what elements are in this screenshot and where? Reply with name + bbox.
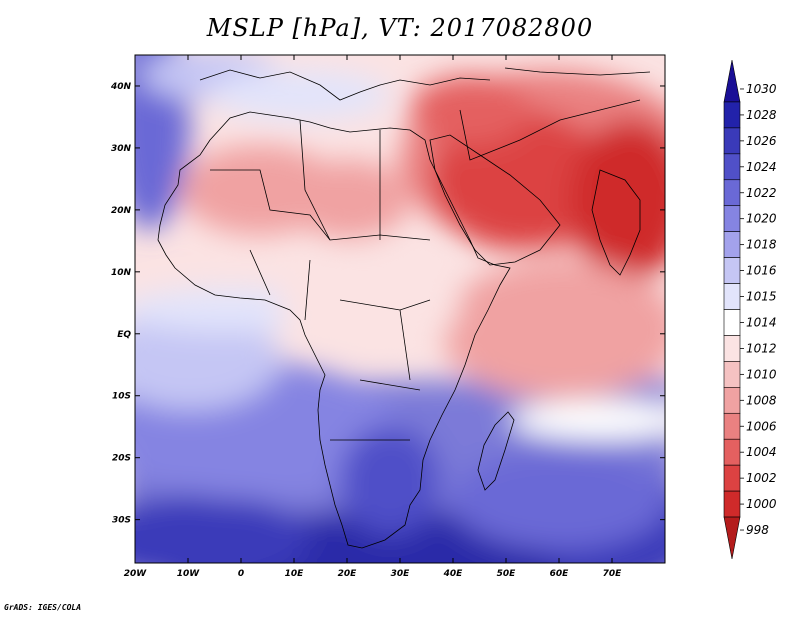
lon-tick-label: 40E bbox=[443, 569, 464, 579]
colorbar-label: 1010 bbox=[746, 367, 777, 381]
lat-tick-label: 10N bbox=[111, 268, 132, 278]
colorbar-label: 1026 bbox=[746, 134, 777, 148]
colorbar-label: 1020 bbox=[746, 212, 777, 226]
colorbar-label: 1008 bbox=[746, 393, 777, 407]
pressure-field bbox=[135, 55, 665, 563]
colorbar-label: 998 bbox=[746, 523, 769, 537]
colorbar-label: 1022 bbox=[746, 186, 777, 200]
lon-tick-label: 0 bbox=[238, 569, 244, 579]
colorbar-swatch bbox=[723, 309, 741, 336]
lon-tick-label: 60E bbox=[550, 569, 570, 579]
lon-tick-label: 20E bbox=[338, 569, 358, 579]
lat-tick-label: 30N bbox=[111, 144, 132, 154]
colorbar-swatch bbox=[723, 438, 741, 466]
colorbar-swatch bbox=[723, 387, 741, 414]
map-title: MSLP [hPa], VT: 2017082800 bbox=[206, 14, 594, 42]
lon-tick-label: 20W bbox=[124, 569, 148, 579]
colorbar-swatch bbox=[723, 179, 741, 207]
credit-text: GrADS: IGES/COLA bbox=[4, 603, 82, 612]
colorbar-swatch bbox=[723, 231, 741, 258]
colorbar-label: 1015 bbox=[746, 290, 777, 304]
lon-tick-label: 10E bbox=[285, 569, 305, 579]
colorbar-swatch bbox=[723, 127, 741, 155]
colorbar-label: 1030 bbox=[746, 82, 777, 96]
lat-tick-label: EQ bbox=[117, 330, 131, 340]
colorbar-label: 1004 bbox=[746, 445, 777, 459]
coastline-outlines bbox=[157, 67, 651, 549]
colorbar-label: 1006 bbox=[746, 419, 777, 433]
lat-tick-label: 40N bbox=[110, 82, 132, 92]
colorbar-label: 1016 bbox=[746, 264, 777, 278]
colorbar-label: 1002 bbox=[746, 471, 777, 485]
lon-tick-label: 10W bbox=[177, 569, 201, 579]
colorbar-swatch bbox=[723, 335, 741, 362]
colorbar-label: 1014 bbox=[746, 315, 777, 329]
colorbar-label: 1018 bbox=[746, 238, 777, 252]
colorbar-swatch bbox=[723, 490, 741, 518]
colorbar-swatch bbox=[723, 361, 741, 388]
latitude-axis: 40N 30N 20N 10N EQ 10S 20S 30S bbox=[110, 82, 665, 526]
lat-tick-label: 30S bbox=[112, 516, 131, 526]
colorbar-swatch bbox=[723, 153, 741, 181]
colorbar-label: 1000 bbox=[746, 497, 777, 511]
colorbar-swatch bbox=[723, 59, 741, 103]
lat-tick-label: 20N bbox=[111, 206, 132, 216]
colorbar-swatch bbox=[723, 205, 741, 232]
lon-tick-label: 50E bbox=[497, 569, 517, 579]
lon-tick-label: 70E bbox=[603, 569, 623, 579]
colorbar-label: 1024 bbox=[746, 160, 777, 174]
longitude-axis: 20W 10W 0 10E 20E 30E 40E 50E 60E 70E bbox=[124, 55, 622, 579]
lon-tick-label: 30E bbox=[391, 569, 411, 579]
colorbar-label: 1012 bbox=[746, 341, 777, 355]
colorbar: 1030 1028 1026 1024 1022 1020 1018 1016 1015 1014… bbox=[723, 59, 777, 560]
colorbar-swatch bbox=[723, 464, 741, 492]
lat-tick-label: 10S bbox=[112, 392, 131, 402]
lat-tick-label: 20S bbox=[112, 454, 131, 464]
colorbar-swatch bbox=[723, 257, 741, 284]
colorbar-swatch bbox=[723, 283, 741, 310]
colorbar-swatch bbox=[723, 516, 741, 560]
colorbar-label: 1028 bbox=[746, 108, 777, 122]
colorbar-swatch bbox=[723, 412, 741, 440]
colorbar-swatch bbox=[723, 101, 741, 129]
